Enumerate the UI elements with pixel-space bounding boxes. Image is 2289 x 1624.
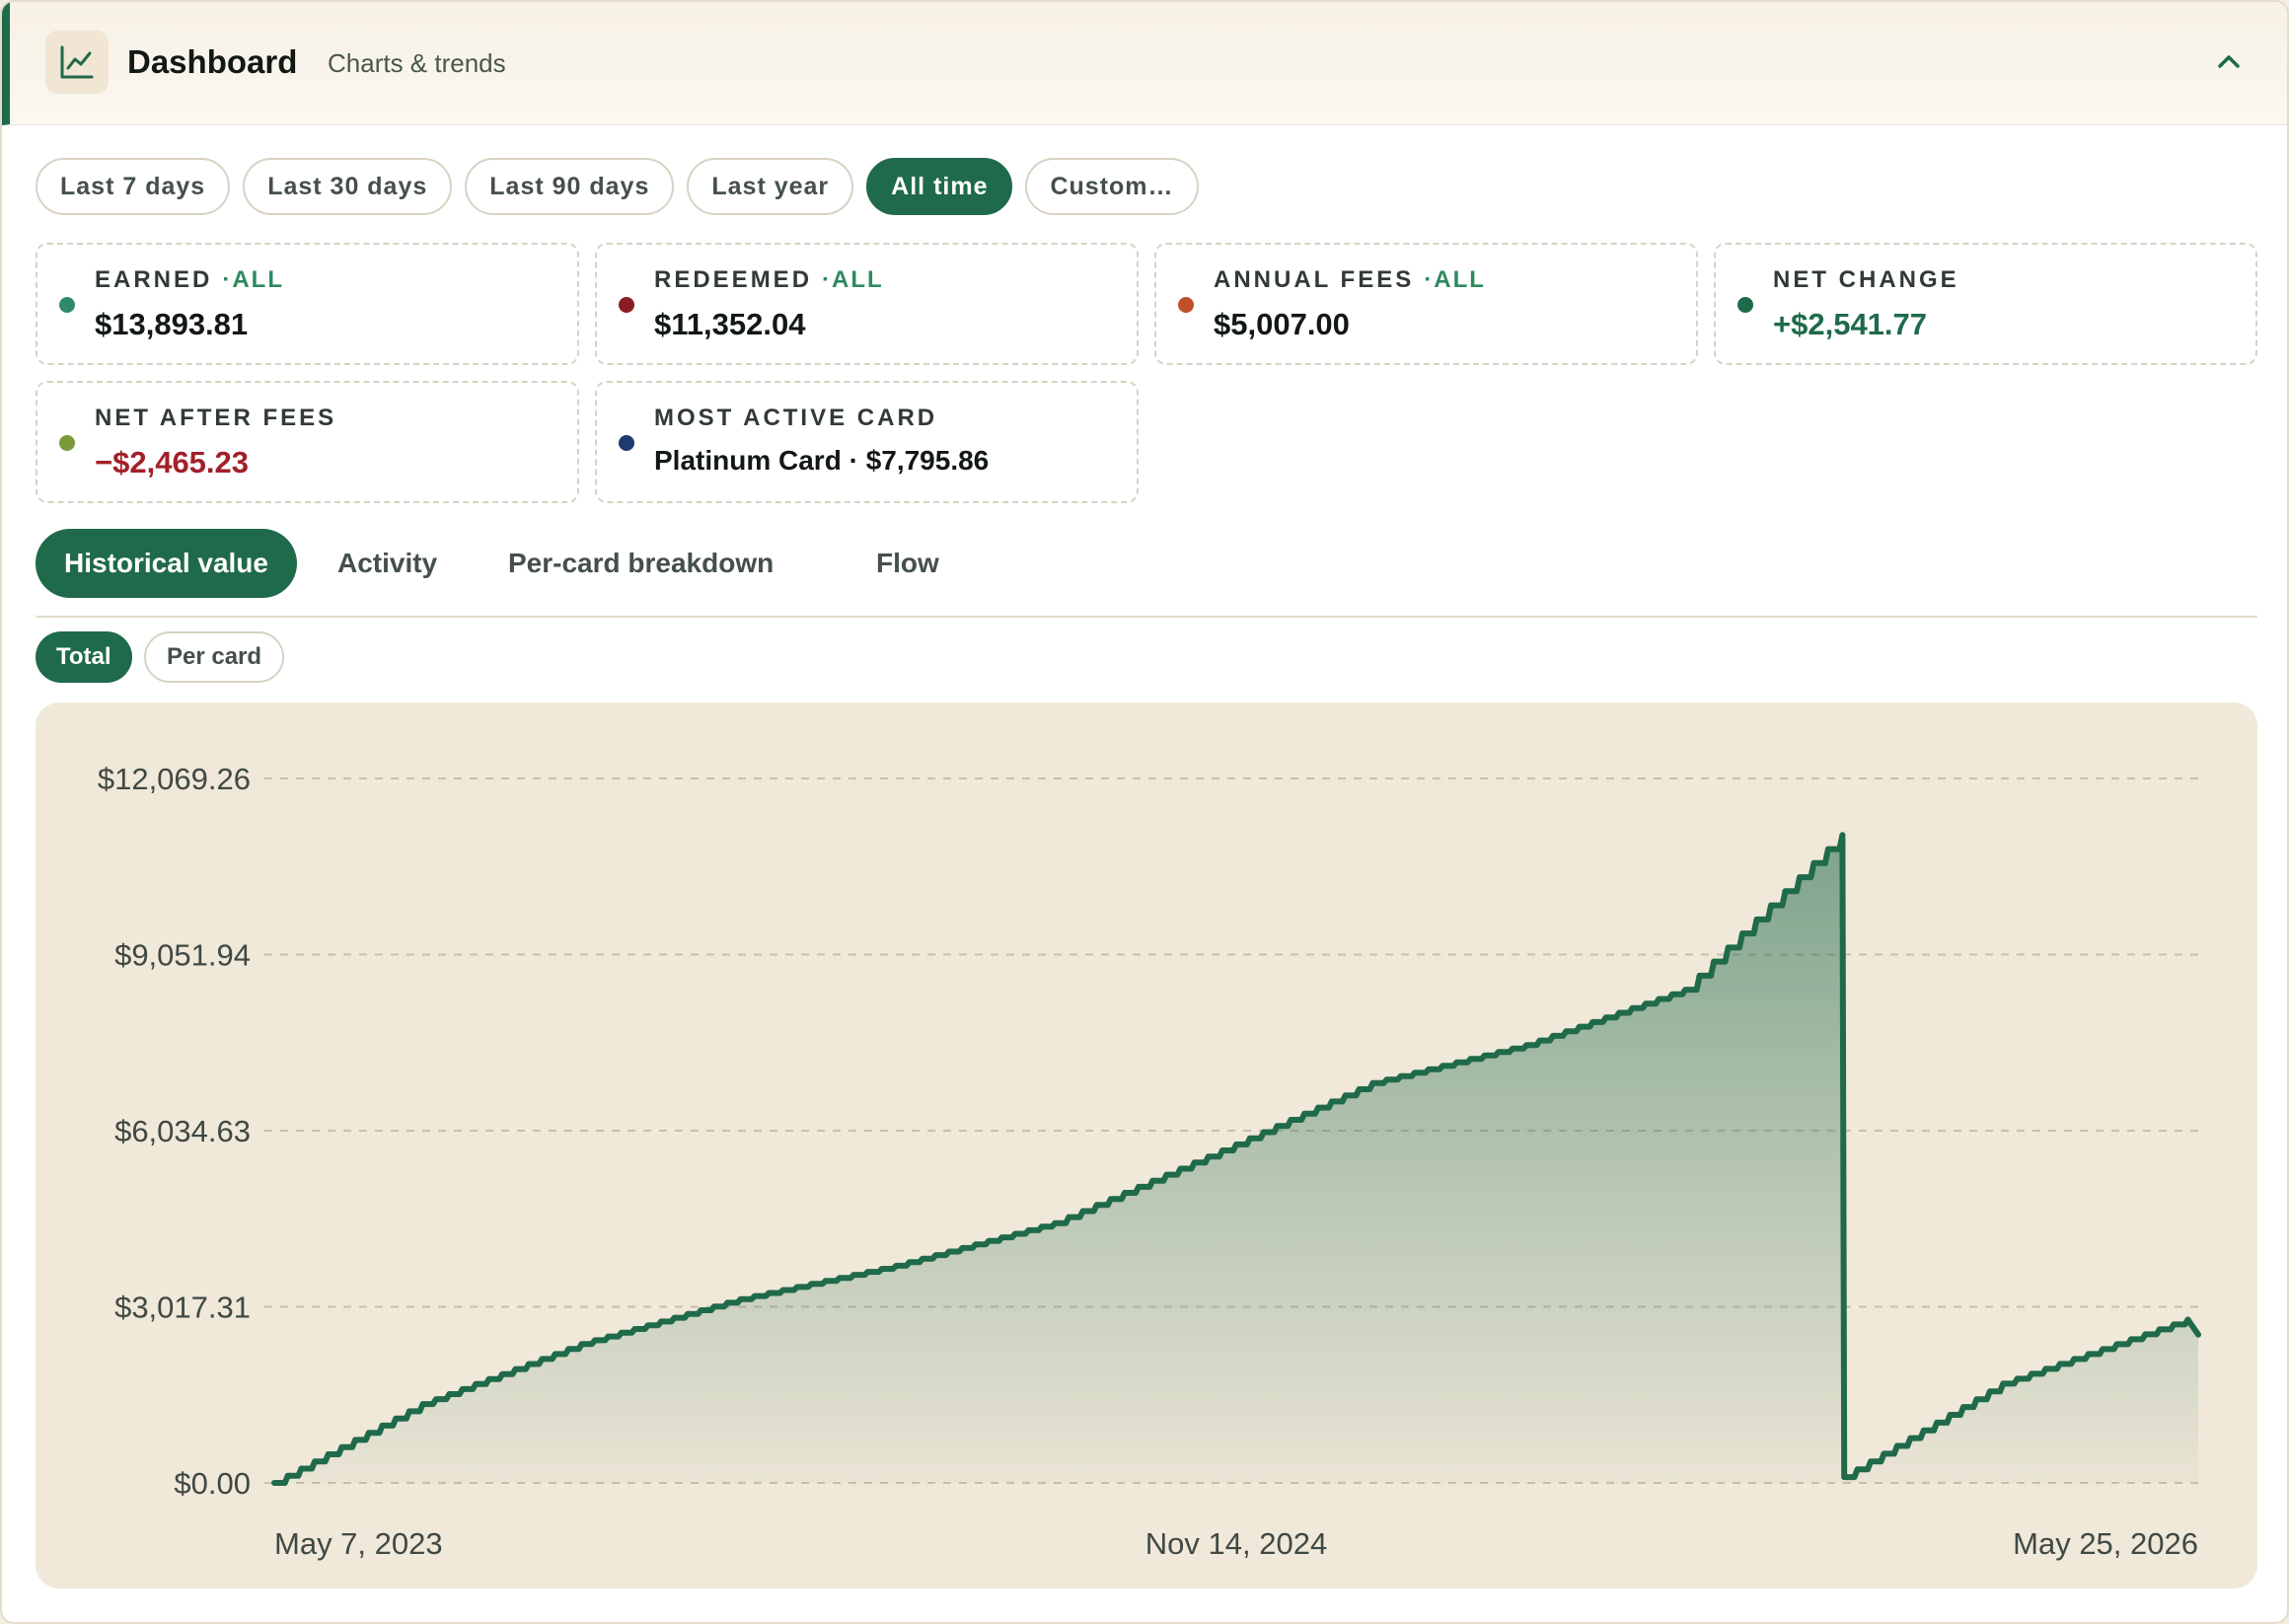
status-dot (619, 435, 634, 451)
page-subtitle: Charts & trends (328, 48, 506, 78)
series-line (271, 832, 2201, 1486)
status-dot (1737, 297, 1753, 313)
x-tick-label: Nov 14, 2024 (1145, 1526, 1327, 1561)
stat-value: +$2,541.77 (1773, 307, 1928, 341)
line-chart-icon (45, 31, 109, 94)
chart-canvas: $0.00 $3,017.31 $6,034.63 $9,051.94 $12,069.… (98, 762, 2201, 1561)
stat-card-annual-fees: ANNUAL FEES ·ALL $5,007.00 (1154, 243, 1698, 365)
stat-label: MOST ACTIVE CARD (654, 405, 938, 431)
range-last-year[interactable]: Last year (687, 158, 854, 215)
stat-card-earned: EARNED ·ALL $13,893.81 (36, 243, 579, 365)
view-tabs: Historical value Activity Per-card break… (36, 529, 2257, 618)
stat-scope-tag: ·ALL (222, 266, 284, 293)
x-tick-label: May 25, 2026 (2013, 1526, 2198, 1561)
y-tick-label: $0.00 (174, 1466, 251, 1501)
stat-label: REDEEMED ·ALL (654, 266, 884, 293)
stat-scope-tag: ·ALL (822, 266, 884, 293)
tab-flow[interactable]: Flow (876, 548, 939, 578)
page-title: Dashboard (127, 43, 298, 80)
chevron-up-icon[interactable] (2212, 45, 2246, 79)
y-tick-label: $6,034.63 (114, 1114, 251, 1148)
status-dot (59, 435, 75, 451)
stat-card-most-active-card: MOST ACTIVE CARD Platinum Card · $7,795.… (595, 381, 1139, 503)
range-custom[interactable]: Custom… (1025, 158, 1199, 215)
stat-value: $5,007.00 (1214, 307, 1350, 341)
stat-label: ANNUAL FEES ·ALL (1214, 266, 1486, 293)
stat-card-redeemed: REDEEMED ·ALL $11,352.04 (595, 243, 1139, 365)
toggle-per-card[interactable]: Per card (144, 631, 285, 683)
y-tick-label: $3,017.31 (114, 1291, 251, 1325)
series-area (274, 835, 2198, 1483)
tab-per-card-breakdown[interactable]: Per-card breakdown (508, 548, 775, 578)
stat-card-net-change: NET CHANGE +$2,541.77 (1714, 243, 2257, 365)
stat-label: NET AFTER FEES (95, 405, 337, 431)
status-dot (619, 297, 634, 313)
range-last-90-days[interactable]: Last 90 days (465, 158, 675, 215)
stat-value: Platinum Card · $7,795.86 (654, 445, 990, 476)
status-dot (1178, 297, 1194, 313)
x-tick-label: May 7, 2023 (274, 1526, 443, 1561)
range-last-7-days[interactable]: Last 7 days (36, 158, 231, 215)
y-tick-label: $9,051.94 (114, 938, 251, 973)
y-tick-label: $12,069.26 (98, 762, 251, 796)
toggle-total[interactable]: Total (36, 631, 132, 683)
dashboard-header[interactable]: Dashboard Charts & trends (2, 2, 2287, 125)
tab-historical-value[interactable]: Historical value (36, 529, 297, 598)
range-last-30-days[interactable]: Last 30 days (243, 158, 453, 215)
stat-label: NET CHANGE (1773, 266, 1959, 293)
stat-label: EARNED ·ALL (95, 266, 284, 293)
status-dot (59, 297, 75, 313)
date-range-filters: Last 7 days Last 30 days Last 90 days La… (36, 158, 1199, 215)
tab-activity[interactable]: Activity (337, 548, 438, 578)
stat-value: $13,893.81 (95, 307, 249, 341)
stat-value: $11,352.04 (654, 307, 806, 341)
historical-value-chart: $0.00 $3,017.31 $6,034.63 $9,051.94 $12,069.… (36, 702, 2257, 1588)
range-all-time[interactable]: All time (866, 158, 1013, 215)
stat-card-net-after-fees: NET AFTER FEES −$2,465.23 (36, 381, 579, 503)
stat-value: −$2,465.23 (95, 445, 250, 480)
stat-scope-tag: ·ALL (1424, 266, 1486, 293)
